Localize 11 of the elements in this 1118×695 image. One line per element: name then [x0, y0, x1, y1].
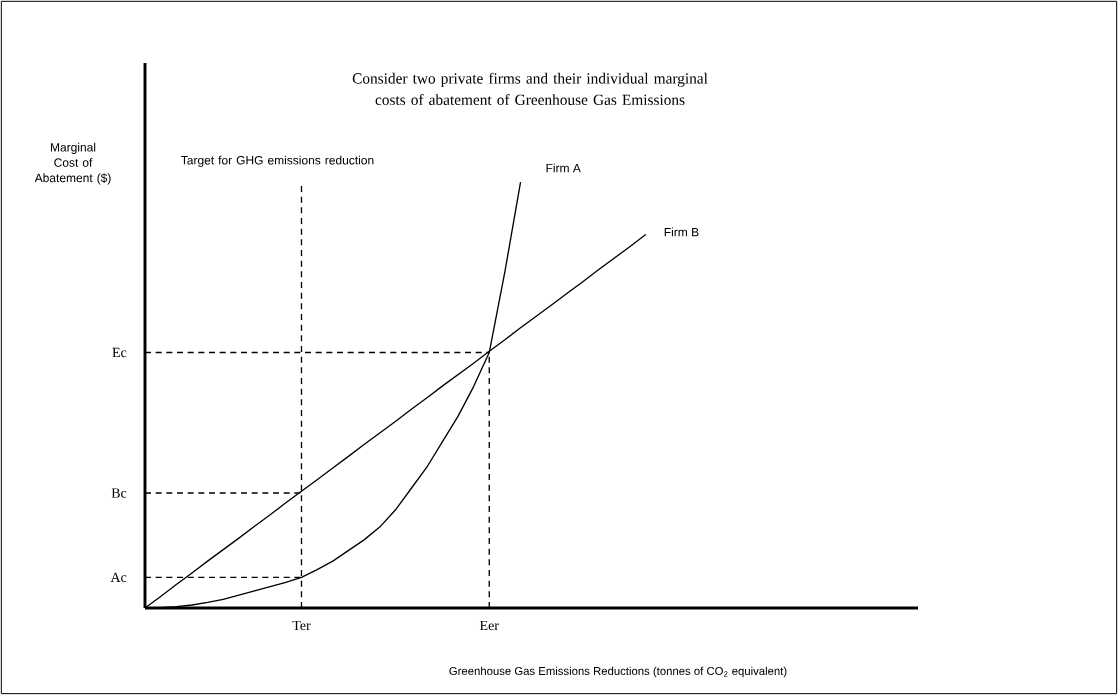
ref-line-label: Bc: [111, 488, 127, 498]
text: Firm A: [546, 163, 581, 173]
y-axis-title: Marginal Cost of Abatement ($): [34, 142, 111, 185]
x-tick-label: Ter: [292, 620, 311, 631]
ref-line-label: Ac: [110, 572, 127, 583]
chart-title: Consider two private firms and their individual marginal costs of abatement of Greenhouse Gas Emissions: [352, 72, 708, 105]
series-label: Firm B: [664, 227, 699, 237]
x-axis-title: Greenhouse Gas Emissions Reductions (tonnes of CO$_{2}$ equivalent): [449, 666, 787, 678]
ref-line-label: Target for GHG emissions reduction: [181, 155, 374, 167]
ref-line-label: Ec: [112, 347, 127, 358]
x-tick-label: Eer: [479, 620, 499, 631]
